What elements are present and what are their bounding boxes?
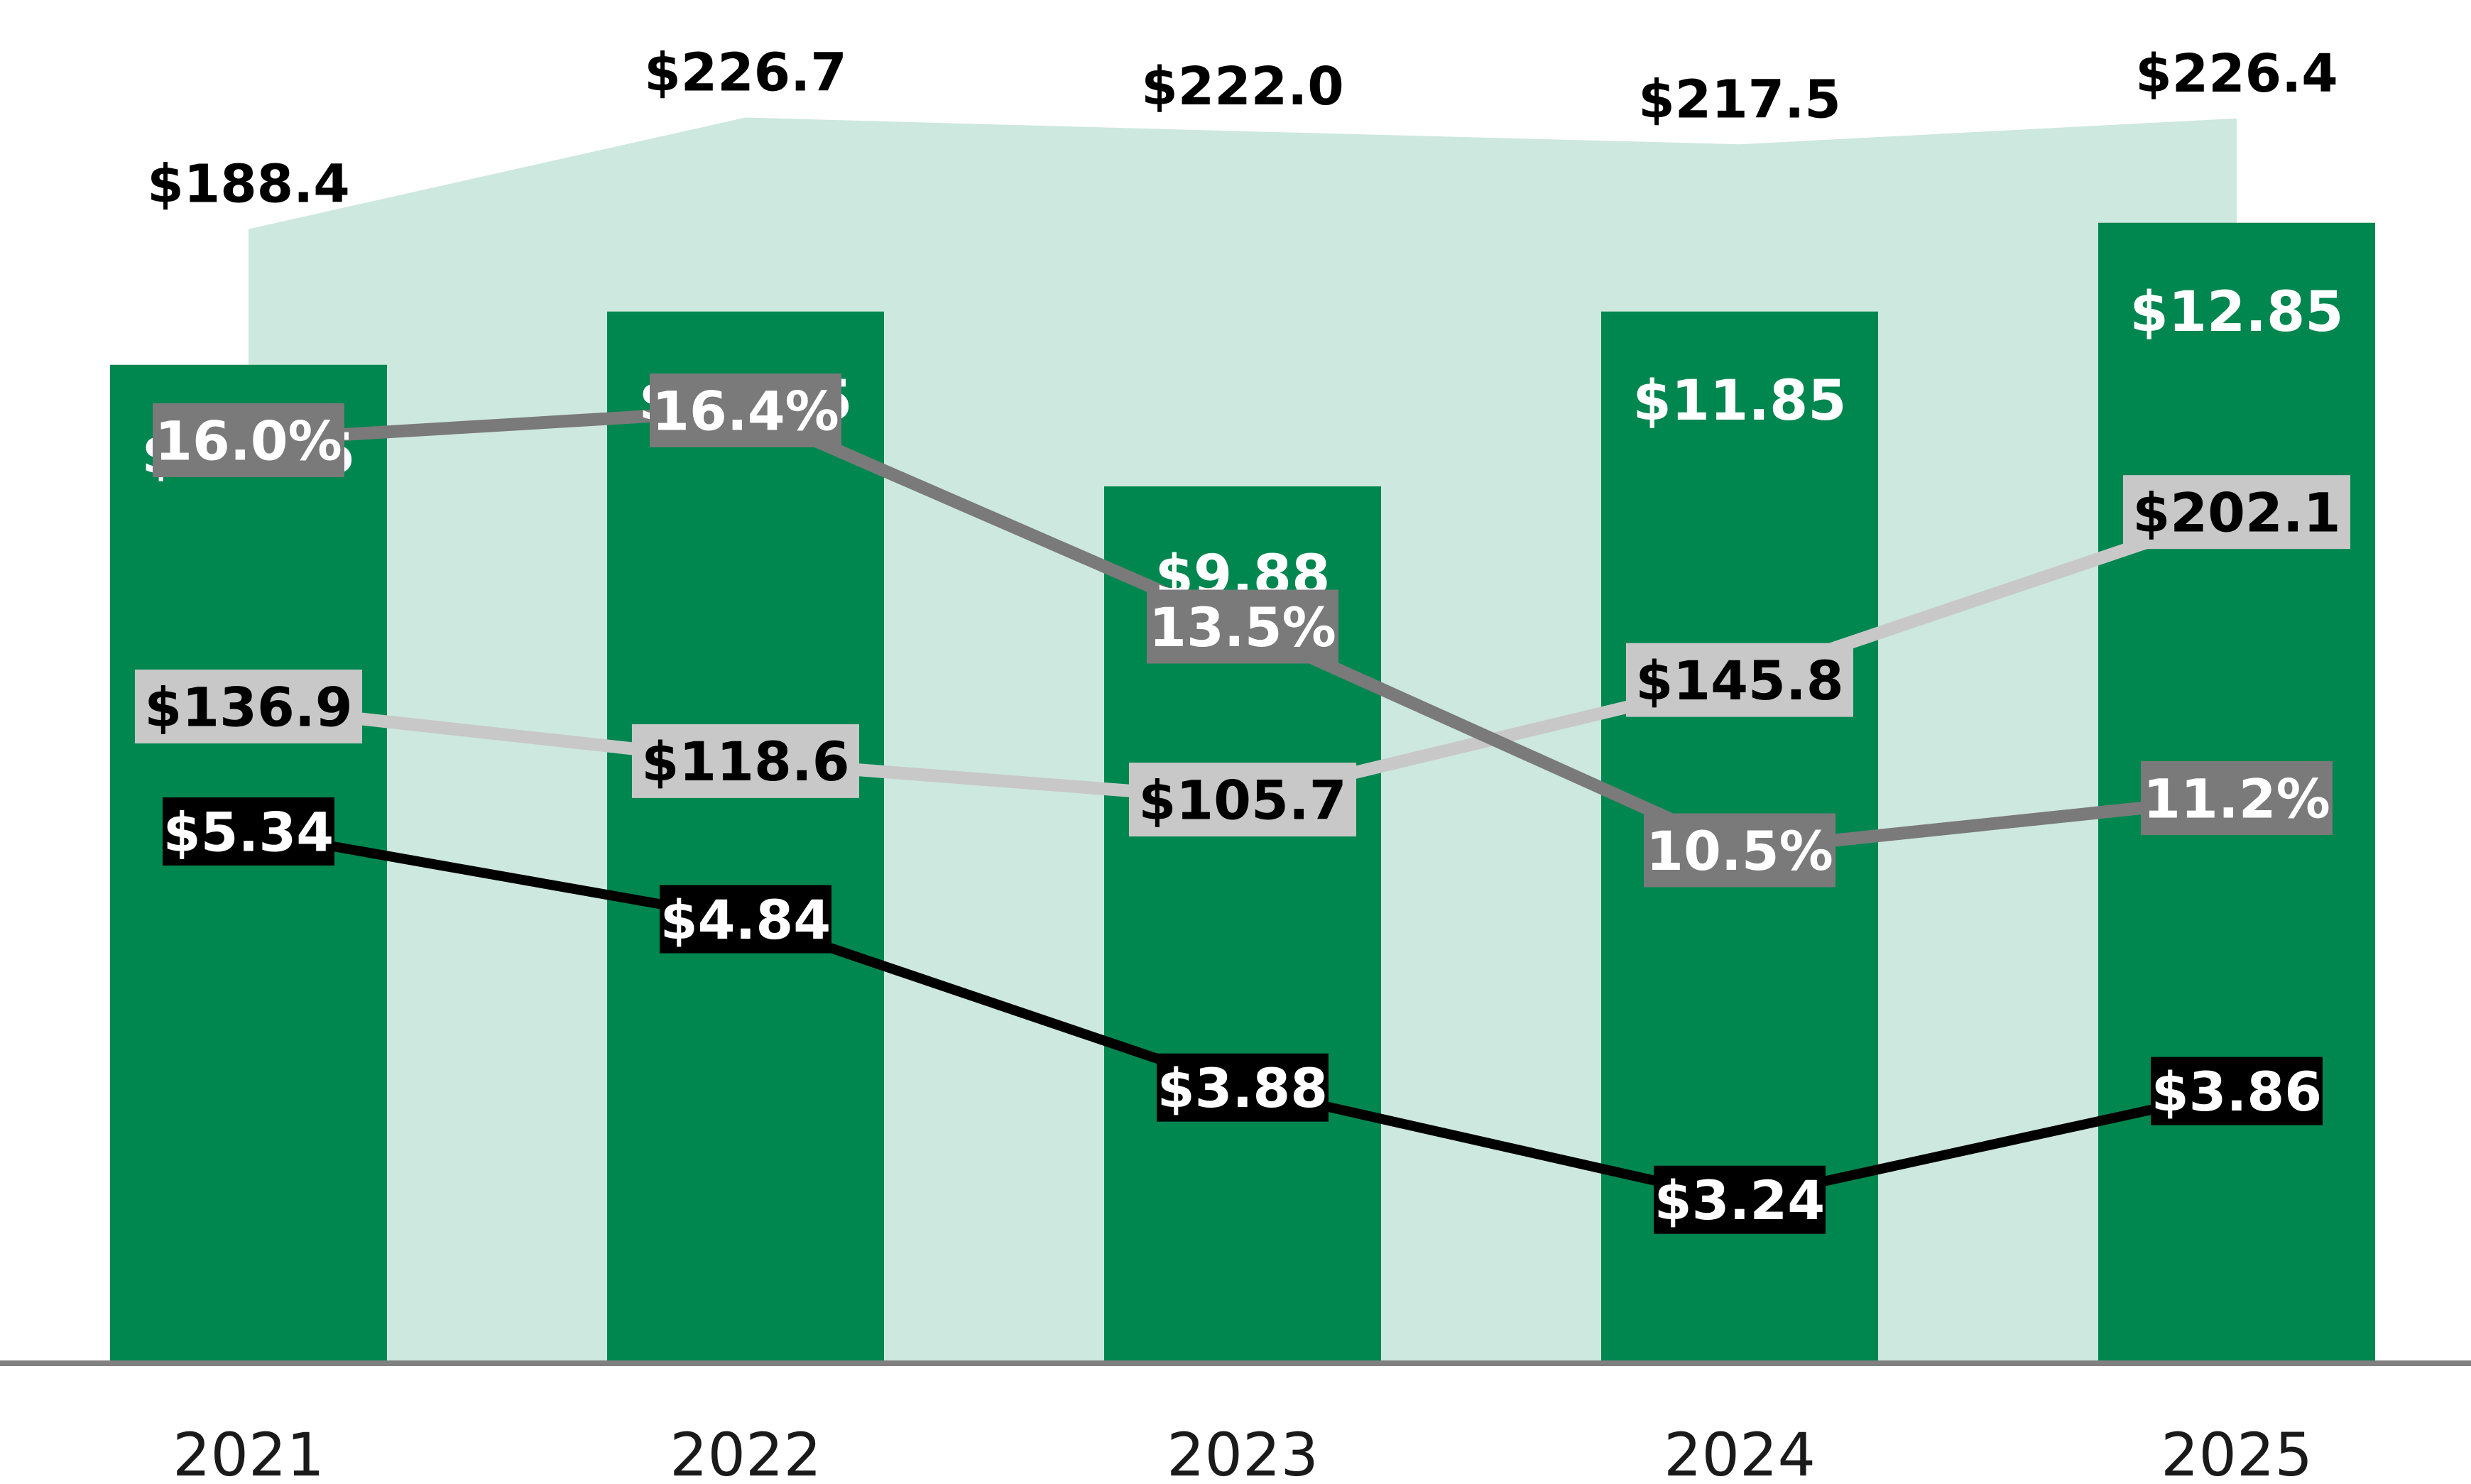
area-value-label: $226.4 [2135,43,2338,104]
black-value-label: $5.34 [163,800,334,863]
light-grey-value-label: $145.8 [1635,649,1843,712]
mid-grey-value-label: 11.2% [2143,767,2330,830]
black-label-box [1157,1053,1329,1122]
black-label-box [1654,1165,1826,1234]
mid-grey-label-box [1147,589,1338,664]
light-grey-value-label: $202.1 [2132,481,2340,545]
x-tick-label: 2021 [173,1420,324,1484]
mid-grey-value-label: 16.0% [155,409,342,472]
black-value-label: $4.84 [660,888,831,951]
black-label-box [2151,1057,2323,1125]
light-grey-value-label: $118.6 [641,730,849,793]
label-layer: $188.4$226.7$222.0$217.5$226.4$11.25$11.… [135,43,2350,1234]
light-grey-label-box [2123,475,2350,550]
mid-grey-label-box [153,403,344,477]
area-value-label: $226.7 [644,43,847,104]
mid-grey-label-box [650,373,841,447]
light-grey-label-box [1129,763,1356,837]
bar-value-label: $12.85 [2130,280,2344,344]
black-value-label: $3.86 [2151,1060,2322,1123]
light-grey-value-label: $105.7 [1138,768,1346,831]
mid-grey-label-box [2141,761,2333,835]
x-tick-label: 2025 [2161,1420,2313,1484]
light-grey-label-box [1626,643,1853,717]
black-label-box [163,797,334,866]
black-value-label: $3.24 [1654,1169,1825,1232]
light-grey-label-box [632,724,859,798]
x-tick-label: 2024 [1664,1420,1816,1484]
x-tick-label: 2022 [670,1420,822,1484]
mid-grey-label-box [1644,813,1835,888]
mid-grey-value-label: 13.5% [1149,596,1336,659]
x-tick-label: 2023 [1167,1420,1319,1484]
light-grey-label-box [135,670,362,744]
mid-grey-value-label: 10.5% [1646,819,1833,883]
mid-grey-value-label: 16.4% [652,379,839,442]
black-value-label: $3.88 [1157,1057,1328,1120]
bar [607,311,884,1363]
axis-layer: 2021 2022 2023 2024 2025 [0,1360,2471,1484]
black-label-box [660,885,831,954]
area-value-label: $188.4 [147,154,350,215]
area-value-label: $217.5 [1638,69,1841,130]
bar-value-label: $11.85 [1633,369,1847,433]
light-grey-value-label: $136.9 [144,675,352,738]
area-value-label: $222.0 [1141,56,1344,117]
